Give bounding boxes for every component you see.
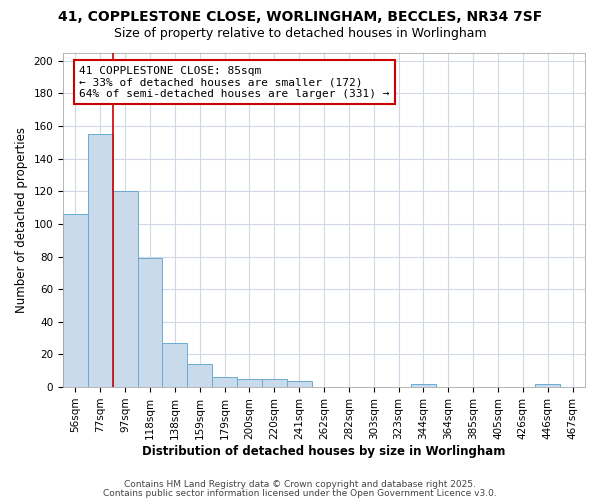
Bar — [411, 384, 436, 387]
Bar — [187, 364, 212, 387]
Bar — [212, 378, 237, 387]
Text: Contains HM Land Registry data © Crown copyright and database right 2025.: Contains HM Land Registry data © Crown c… — [124, 480, 476, 489]
Bar — [63, 214, 88, 387]
Bar — [88, 134, 113, 387]
Bar — [137, 258, 163, 387]
Bar — [237, 379, 262, 387]
Text: 41 COPPLESTONE CLOSE: 85sqm
← 33% of detached houses are smaller (172)
64% of se: 41 COPPLESTONE CLOSE: 85sqm ← 33% of det… — [79, 66, 389, 99]
Bar — [113, 191, 137, 387]
Y-axis label: Number of detached properties: Number of detached properties — [15, 127, 28, 313]
X-axis label: Distribution of detached houses by size in Worlingham: Distribution of detached houses by size … — [142, 444, 506, 458]
Text: Contains public sector information licensed under the Open Government Licence v3: Contains public sector information licen… — [103, 488, 497, 498]
Bar — [262, 379, 287, 387]
Text: Size of property relative to detached houses in Worlingham: Size of property relative to detached ho… — [113, 28, 487, 40]
Bar — [535, 384, 560, 387]
Text: 41, COPPLESTONE CLOSE, WORLINGHAM, BECCLES, NR34 7SF: 41, COPPLESTONE CLOSE, WORLINGHAM, BECCL… — [58, 10, 542, 24]
Bar — [163, 343, 187, 387]
Bar — [287, 380, 311, 387]
